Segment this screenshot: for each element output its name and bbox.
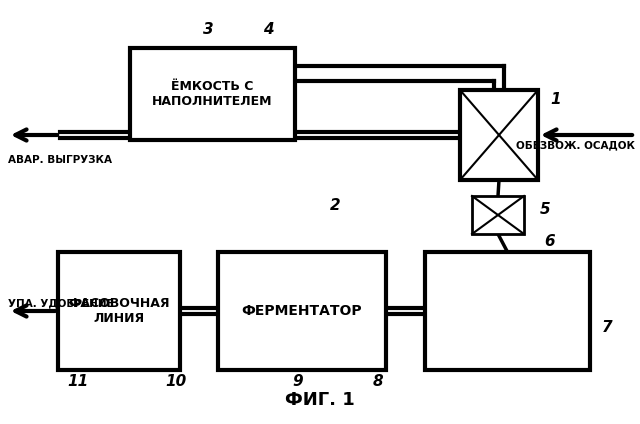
Text: 8: 8 bbox=[372, 374, 383, 390]
Text: УПА. УДОБРЕНИЕ: УПА. УДОБРЕНИЕ bbox=[8, 298, 114, 308]
Bar bbox=[58, 252, 180, 370]
Text: ФИГ. 1: ФИГ. 1 bbox=[285, 391, 355, 409]
Text: 6: 6 bbox=[545, 234, 556, 249]
Text: 9: 9 bbox=[292, 374, 303, 390]
Text: ФАСОВОЧНАЯ
ЛИНИЯ: ФАСОВОЧНАЯ ЛИНИЯ bbox=[68, 297, 170, 325]
Bar bbox=[425, 252, 590, 370]
Text: 3: 3 bbox=[203, 22, 213, 37]
Bar bbox=[130, 48, 295, 140]
Text: ОБЕЗВОЖ. ОСАДОК: ОБЕЗВОЖ. ОСАДОК bbox=[516, 140, 635, 150]
Text: 7: 7 bbox=[602, 321, 612, 335]
Text: 10: 10 bbox=[165, 374, 187, 390]
Text: ЁМКОСТЬ С
НАПОЛНИТЕЛЕМ: ЁМКОСТЬ С НАПОЛНИТЕЛЕМ bbox=[152, 80, 273, 108]
Text: АВАР. ВЫГРУЗКА: АВАР. ВЫГРУЗКА bbox=[8, 155, 112, 165]
Text: 2: 2 bbox=[330, 198, 340, 212]
Text: 4: 4 bbox=[262, 22, 273, 37]
Bar bbox=[218, 252, 386, 370]
Text: 1: 1 bbox=[550, 92, 561, 108]
Bar bbox=[460, 90, 538, 180]
Text: 11: 11 bbox=[67, 374, 88, 390]
Text: ФЕРМЕНТАТОР: ФЕРМЕНТАТОР bbox=[242, 304, 362, 318]
Bar bbox=[472, 196, 524, 234]
Text: 5: 5 bbox=[540, 203, 550, 218]
